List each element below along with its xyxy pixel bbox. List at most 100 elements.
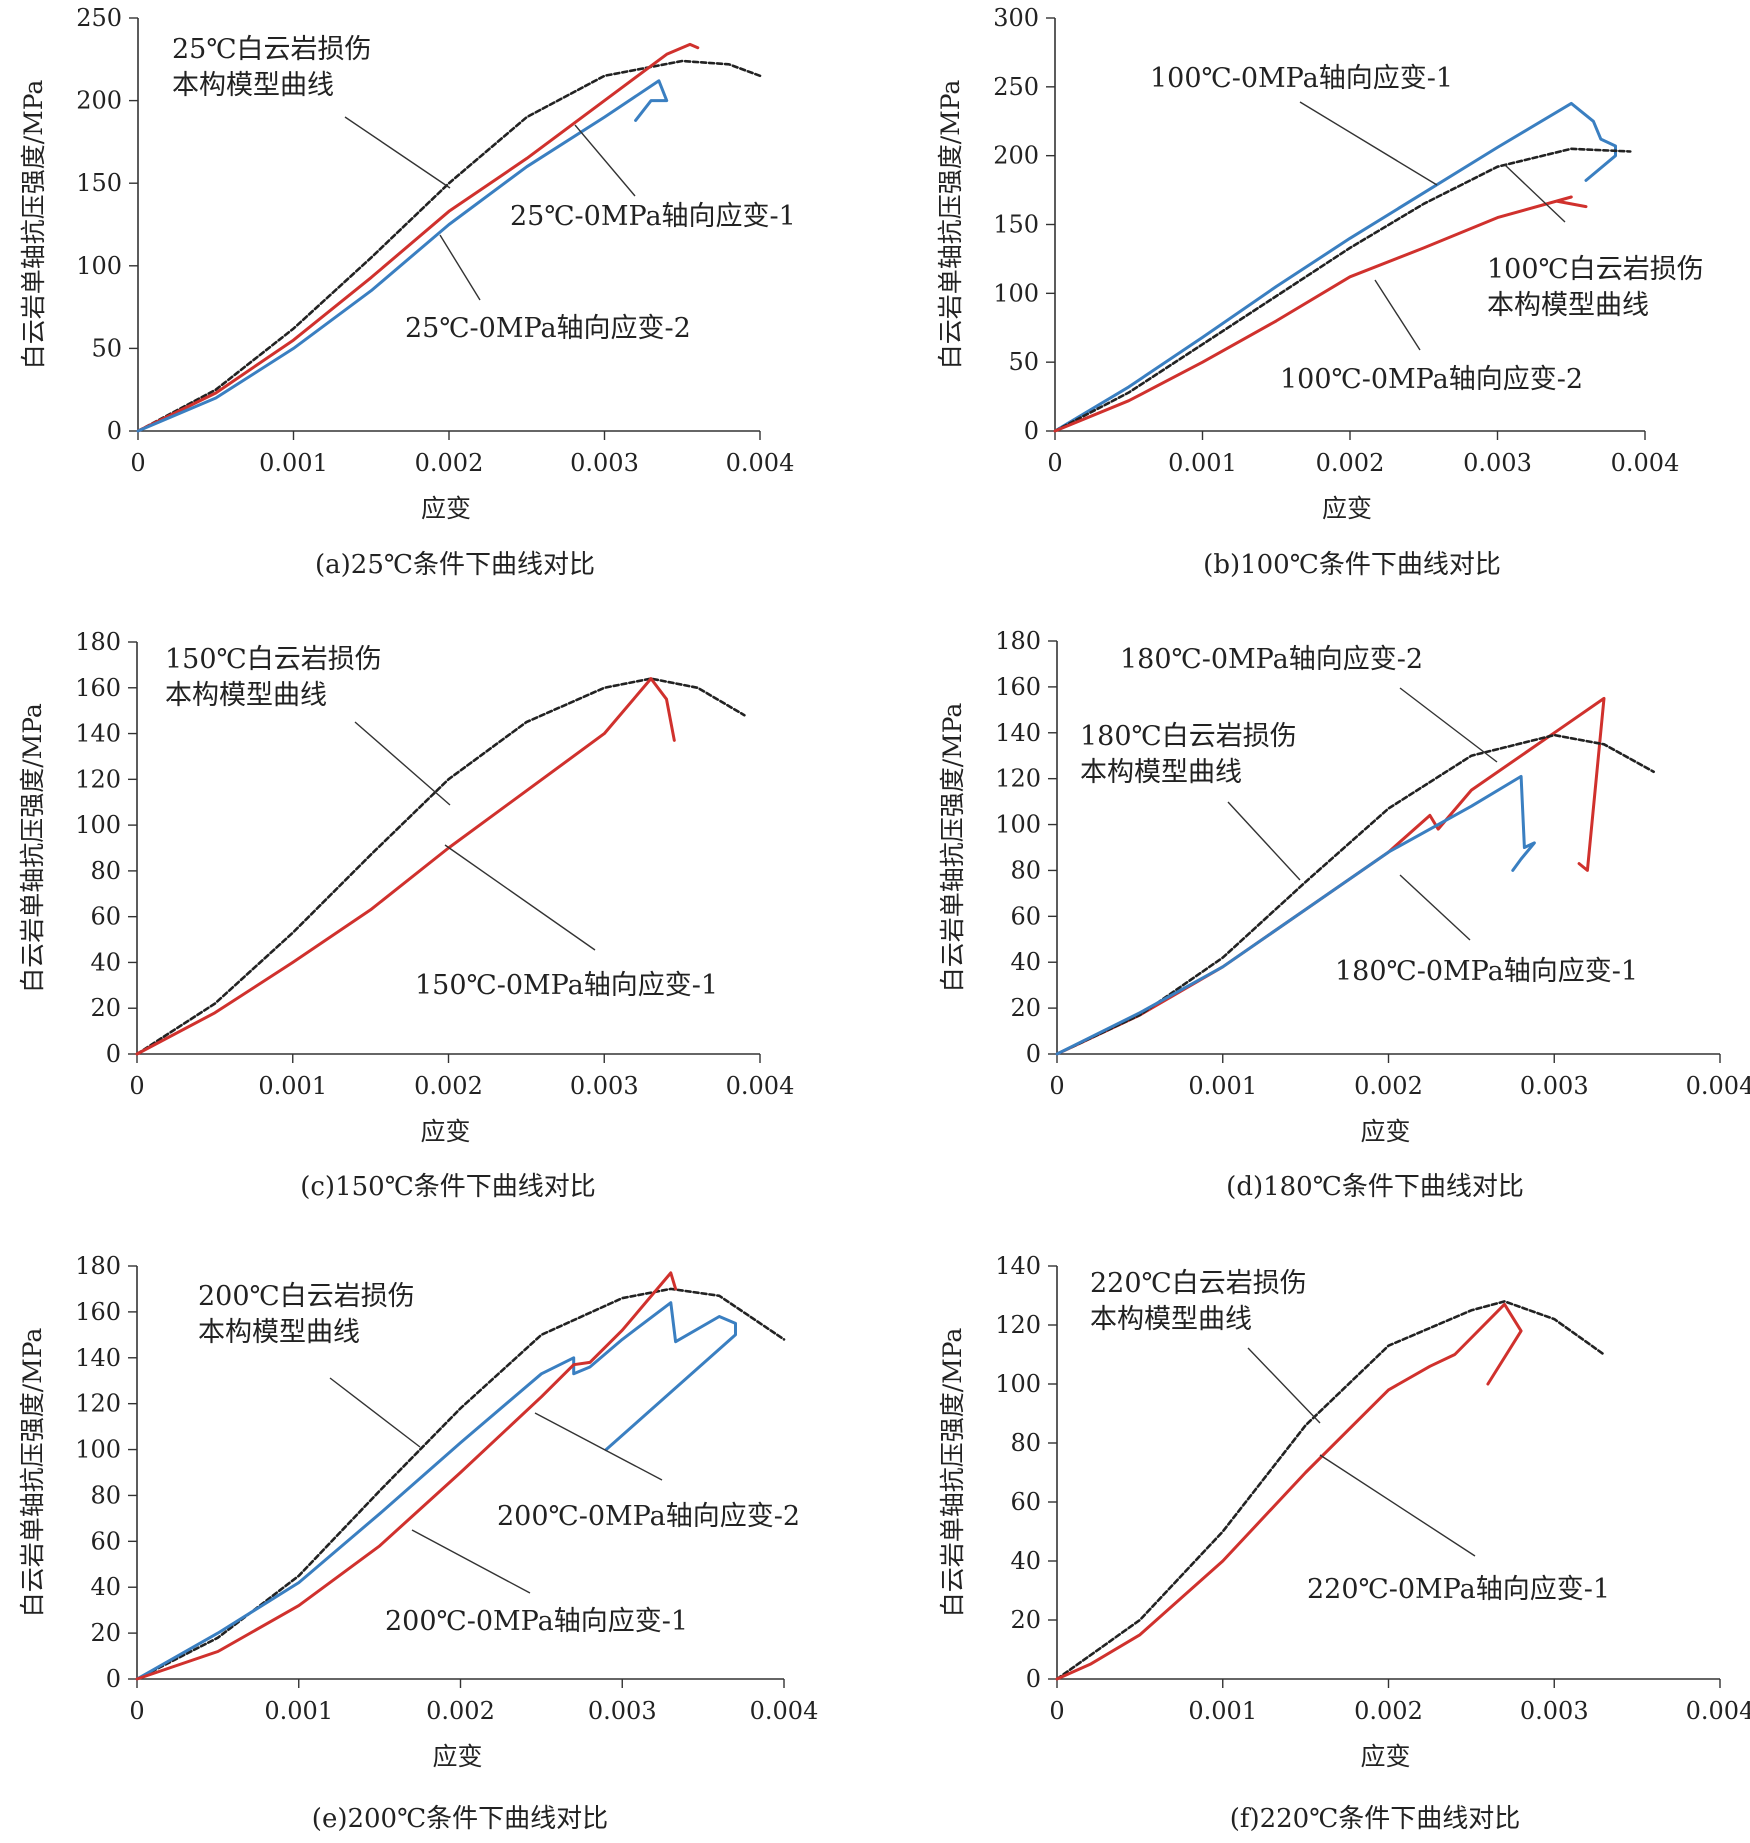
y-tick-label: 140: [75, 720, 121, 748]
y-tick-label: 80: [1010, 856, 1041, 884]
annotation-label: 220℃-0MPa轴向应变-1: [1307, 1574, 1610, 1605]
y-tick-label: 120: [995, 765, 1041, 793]
y-tick-label: 80: [90, 1481, 121, 1509]
annotation-label: 25℃-0MPa轴向应变-2: [405, 313, 691, 344]
y-tick-label: 140: [995, 1252, 1041, 1280]
x-tick-label: 0: [1047, 449, 1062, 477]
annotation-label: 100℃-0MPa轴向应变-1: [1150, 63, 1453, 94]
annotation-label: 200℃-0MPa轴向应变-1: [385, 1606, 688, 1637]
annotation-label: 本构模型曲线: [1090, 1304, 1252, 1335]
annotation-leader: [1247, 1347, 1321, 1424]
y-tick-label: 100: [995, 1370, 1041, 1398]
x-tick-label: 0.002: [1354, 1072, 1423, 1100]
y-tick-label: 60: [1010, 902, 1041, 930]
x-tick-label: 0.004: [1611, 449, 1680, 477]
x-tick-label: 0: [129, 1697, 144, 1725]
x-tick-label: 0.002: [415, 449, 484, 477]
x-tick-label: 0.001: [1188, 1697, 1257, 1725]
x-tick-label: 0.003: [1520, 1697, 1589, 1725]
annotation-label: 25℃-0MPa轴向应变-1: [510, 201, 796, 232]
x-axis-title: 应变: [1360, 1742, 1410, 1771]
annotation-label: 200℃白云岩损伤: [198, 1281, 415, 1312]
panel-a: 0 50 100 150 200 250 0 0.001 0.002 0.003 0.004 应变 白云…: [19, 4, 796, 580]
y-tick-label: 50: [91, 334, 122, 362]
annotation-leader: [329, 1377, 421, 1448]
y-tick-label: 80: [90, 857, 121, 885]
y-axis-title: 白云岩单轴抗压强度/MPa: [938, 1328, 967, 1618]
annotation-label: 180℃白云岩损伤: [1080, 721, 1297, 752]
annotation-leader: [1319, 1454, 1476, 1557]
y-tick-label: 100: [995, 811, 1041, 839]
annotation-leader: [1504, 164, 1566, 223]
y-tick-label: 100: [75, 1436, 121, 1464]
y-tick-label: 180: [75, 628, 121, 656]
series-line-3: [136, 79, 669, 433]
y-tick-label: 80: [1010, 1429, 1041, 1457]
annotation-leader: [444, 844, 596, 951]
annotation-label: 100℃白云岩损伤: [1487, 254, 1704, 285]
y-tick-label: 0: [106, 1040, 121, 1068]
y-tick-label: 40: [90, 1573, 121, 1601]
y-tick-label: 60: [90, 1527, 121, 1555]
series-line-1: [1055, 1300, 1606, 1681]
y-tick-label: 180: [75, 1252, 121, 1280]
y-tick-label: 160: [995, 673, 1041, 701]
x-tick-label: 0.001: [259, 449, 328, 477]
annotation-leader: [1399, 687, 1498, 763]
y-tick-label: 0: [107, 417, 122, 445]
y-tick-label: 160: [75, 674, 121, 702]
x-tick-label: 0.001: [1168, 449, 1237, 477]
x-tick-label: 0.004: [726, 1072, 795, 1100]
y-tick-label: 100: [75, 811, 121, 839]
panel-e: 0 20 40 60 80 100 120 140 160 180 0 0.001 0.002 0.003…: [18, 1252, 818, 1834]
x-axis-title: 应变: [421, 494, 471, 523]
y-tick-label: 60: [1010, 1488, 1041, 1516]
panel-d: 0 20 40 60 80 100 120 140 160 180 0 0.001 0.002 0.003…: [938, 627, 1750, 1202]
y-tick-label: 100: [76, 252, 122, 280]
y-tick-label: 40: [1010, 1547, 1041, 1575]
panel-b: 0 50 100 150 200 250 300 0 0.001 0.002 0.003 0.004 应…: [936, 4, 1704, 580]
x-tick-label: 0: [129, 1072, 144, 1100]
annotation-leader: [344, 116, 451, 189]
x-tick-label: 0.003: [588, 1697, 657, 1725]
x-tick-label: 0: [1049, 1697, 1064, 1725]
panel-f: 0 20 40 60 80 100 120 140 0 0.001 0.002 0.003 0.004 应…: [938, 1252, 1750, 1834]
series-line-1: [135, 677, 746, 1056]
x-tick-label: 0.001: [258, 1072, 327, 1100]
x-axis-title: 应变: [1360, 1117, 1410, 1146]
x-tick-label: 0.002: [426, 1697, 495, 1725]
annotation-label: 150℃-0MPa轴向应变-1: [415, 970, 718, 1001]
x-tick-label: 0: [1049, 1072, 1064, 1100]
y-tick-label: 100: [993, 279, 1039, 307]
y-tick-label: 50: [1008, 348, 1039, 376]
annotation-label: 100℃-0MPa轴向应变-2: [1280, 364, 1583, 395]
x-axis-title: 应变: [432, 1742, 482, 1771]
y-tick-label: 300: [993, 4, 1039, 32]
annotation-leader: [534, 1412, 663, 1481]
annotation-label: 180℃-0MPa轴向应变-1: [1335, 956, 1638, 987]
panel-caption: (b)100℃条件下曲线对比: [1203, 550, 1501, 580]
annotation-leader: [1374, 279, 1421, 351]
y-tick-label: 140: [75, 1344, 121, 1372]
x-tick-label: 0.001: [1188, 1072, 1257, 1100]
panel-caption: (c)150℃条件下曲线对比: [300, 1172, 596, 1202]
panel-caption: (a)25℃条件下曲线对比: [315, 550, 595, 580]
series-line-2: [135, 677, 676, 1056]
annotation-leader: [411, 1529, 531, 1594]
y-tick-label: 200: [993, 142, 1039, 170]
y-tick-label: 250: [993, 73, 1039, 101]
series-line-1: [1053, 101, 1617, 433]
y-axis-title: 白云岩单轴抗压强度/MPa: [19, 80, 48, 370]
y-tick-label: 0: [1026, 1040, 1041, 1068]
annotation-label: 150℃白云岩损伤: [165, 644, 382, 675]
y-tick-label: 150: [993, 211, 1039, 239]
x-tick-label: 0.004: [726, 449, 795, 477]
x-tick-label: 0.004: [750, 1697, 819, 1725]
y-tick-label: 120: [75, 1390, 121, 1418]
y-tick-label: 180: [995, 627, 1041, 655]
annotation-label: 本构模型曲线: [198, 1317, 360, 1348]
y-tick-label: 120: [995, 1311, 1041, 1339]
annotation-label: 本构模型曲线: [172, 70, 334, 101]
x-tick-label: 0.001: [264, 1697, 333, 1725]
